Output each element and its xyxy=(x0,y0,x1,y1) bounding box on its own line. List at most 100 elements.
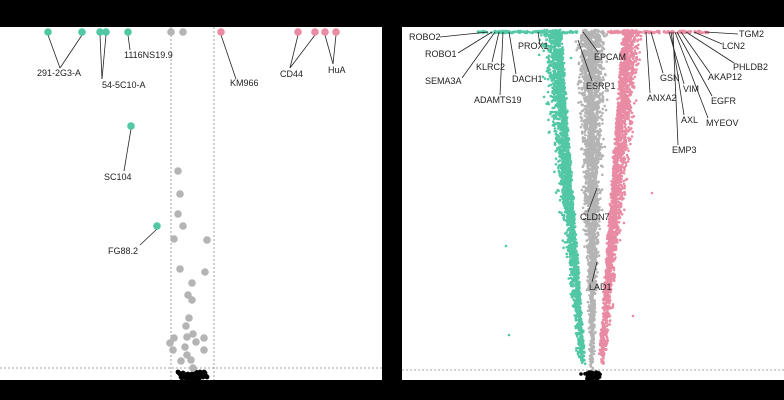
down-point xyxy=(561,122,564,125)
down-point xyxy=(560,61,564,65)
down-point xyxy=(574,332,578,335)
down-point xyxy=(570,204,574,207)
ns-point xyxy=(596,100,599,103)
ns-point xyxy=(587,140,591,144)
down-point xyxy=(576,350,580,354)
ns-point xyxy=(588,175,592,178)
down-point xyxy=(567,170,570,174)
ns-point xyxy=(591,233,595,236)
down-point xyxy=(580,335,584,339)
down-point xyxy=(551,99,555,102)
ns-point xyxy=(588,127,591,131)
ns-point xyxy=(593,306,597,310)
ns-point xyxy=(598,76,602,79)
ns-point xyxy=(594,288,598,292)
down-point xyxy=(582,346,586,350)
ns-point xyxy=(594,118,598,122)
down-point xyxy=(578,354,581,358)
down-point xyxy=(537,53,541,57)
ns-point xyxy=(591,185,595,189)
data-point-ns-39 xyxy=(189,364,197,372)
ns-point xyxy=(580,109,584,113)
down-point xyxy=(561,156,564,160)
down-point xyxy=(565,241,568,244)
ns-point xyxy=(600,118,604,121)
ns-point xyxy=(589,94,592,97)
ns-point xyxy=(601,76,605,79)
data-point-CD44-8 xyxy=(294,28,302,36)
ns-point xyxy=(587,327,591,330)
down-point xyxy=(543,77,547,80)
ns-point xyxy=(596,165,599,169)
ns-point xyxy=(587,60,591,64)
ns-point xyxy=(583,126,587,130)
down-point xyxy=(570,174,573,177)
ns-point xyxy=(597,198,600,202)
down-point xyxy=(575,314,578,318)
down-point xyxy=(564,117,568,120)
down-point xyxy=(552,51,556,54)
down-point xyxy=(545,56,549,59)
ns-point xyxy=(584,133,587,137)
ns-point xyxy=(595,102,599,106)
down-point xyxy=(557,106,560,109)
base-point xyxy=(181,371,187,377)
ns-point xyxy=(583,114,586,118)
down-point xyxy=(553,42,557,45)
ns-point xyxy=(588,50,591,53)
data-point-ns-19 xyxy=(203,236,211,244)
down-point xyxy=(558,152,562,156)
ns-point xyxy=(598,44,602,48)
ns-point xyxy=(595,241,598,244)
down-point xyxy=(560,139,564,142)
ns-point xyxy=(589,347,593,351)
ns-point xyxy=(594,331,597,334)
ns-point xyxy=(588,164,592,167)
down-point xyxy=(555,110,558,114)
down-point xyxy=(552,46,556,49)
down-point xyxy=(573,246,577,250)
down-point xyxy=(576,253,580,257)
ns-point xyxy=(581,165,584,169)
down-point xyxy=(571,291,574,294)
ns-point xyxy=(589,30,593,34)
ns-point xyxy=(597,254,601,257)
ns-point xyxy=(593,223,596,227)
down-point xyxy=(576,289,579,293)
down-point xyxy=(575,346,578,350)
ns-point xyxy=(601,95,605,98)
down-point xyxy=(550,110,554,114)
ns-point xyxy=(592,108,595,111)
ns-point xyxy=(589,131,592,134)
ns-point xyxy=(585,221,588,225)
ns-point xyxy=(591,157,595,160)
ns-point xyxy=(585,152,589,155)
down-point xyxy=(557,50,560,54)
down-point xyxy=(561,108,565,112)
down-point xyxy=(583,358,586,362)
ns-point xyxy=(592,230,596,234)
ns-point xyxy=(593,61,596,65)
ns-point xyxy=(603,73,607,76)
down-point xyxy=(547,65,551,68)
down-point xyxy=(555,57,559,60)
ns-point xyxy=(580,80,583,83)
down-point xyxy=(563,125,567,128)
down-point xyxy=(549,51,553,54)
data-point-ns-16 xyxy=(174,210,182,218)
ns-point xyxy=(594,135,598,138)
ns-point xyxy=(590,260,593,263)
ns-point xyxy=(581,137,585,141)
down-point xyxy=(552,65,555,69)
ns-point xyxy=(588,285,591,288)
data-point-ns-37 xyxy=(187,356,195,364)
down-point xyxy=(575,284,578,288)
down-point xyxy=(552,74,556,78)
base-point xyxy=(188,376,194,382)
data-point-ns-38 xyxy=(177,357,185,365)
down-point xyxy=(558,65,562,68)
ns-point xyxy=(579,41,583,45)
ns-point xyxy=(579,100,583,104)
point-label-SC104: SC104 xyxy=(104,172,132,182)
ns-point xyxy=(597,34,600,38)
